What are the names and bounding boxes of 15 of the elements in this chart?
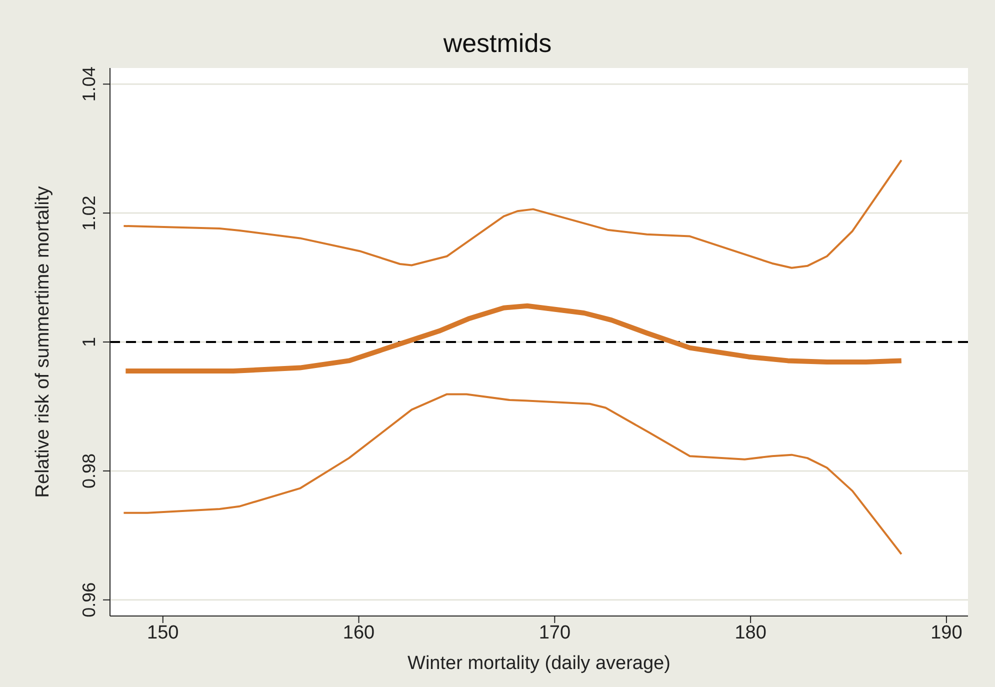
line-series — [122, 159, 902, 269]
y-tick-label: 0.98 — [79, 453, 99, 488]
x-tick-label: 170 — [538, 622, 571, 644]
y-tick-label: 1.04 — [79, 66, 99, 102]
x-tick-label: 190 — [930, 622, 962, 644]
line-series — [122, 393, 902, 556]
y-tick-label: 1.02 — [79, 196, 99, 231]
x-tick-label: 180 — [734, 622, 766, 644]
x-tick-label: 150 — [147, 622, 179, 644]
chart-title: westmids — [442, 28, 553, 59]
x-tick-label: 160 — [342, 622, 375, 644]
x-axis-title: Winter mortality (daily average) — [408, 653, 670, 674]
y-tick-label: 1 — [79, 336, 99, 348]
y-axis-title: Relative risk of summertime mortality — [32, 186, 54, 498]
y-tick-label: 0.96 — [79, 582, 99, 618]
